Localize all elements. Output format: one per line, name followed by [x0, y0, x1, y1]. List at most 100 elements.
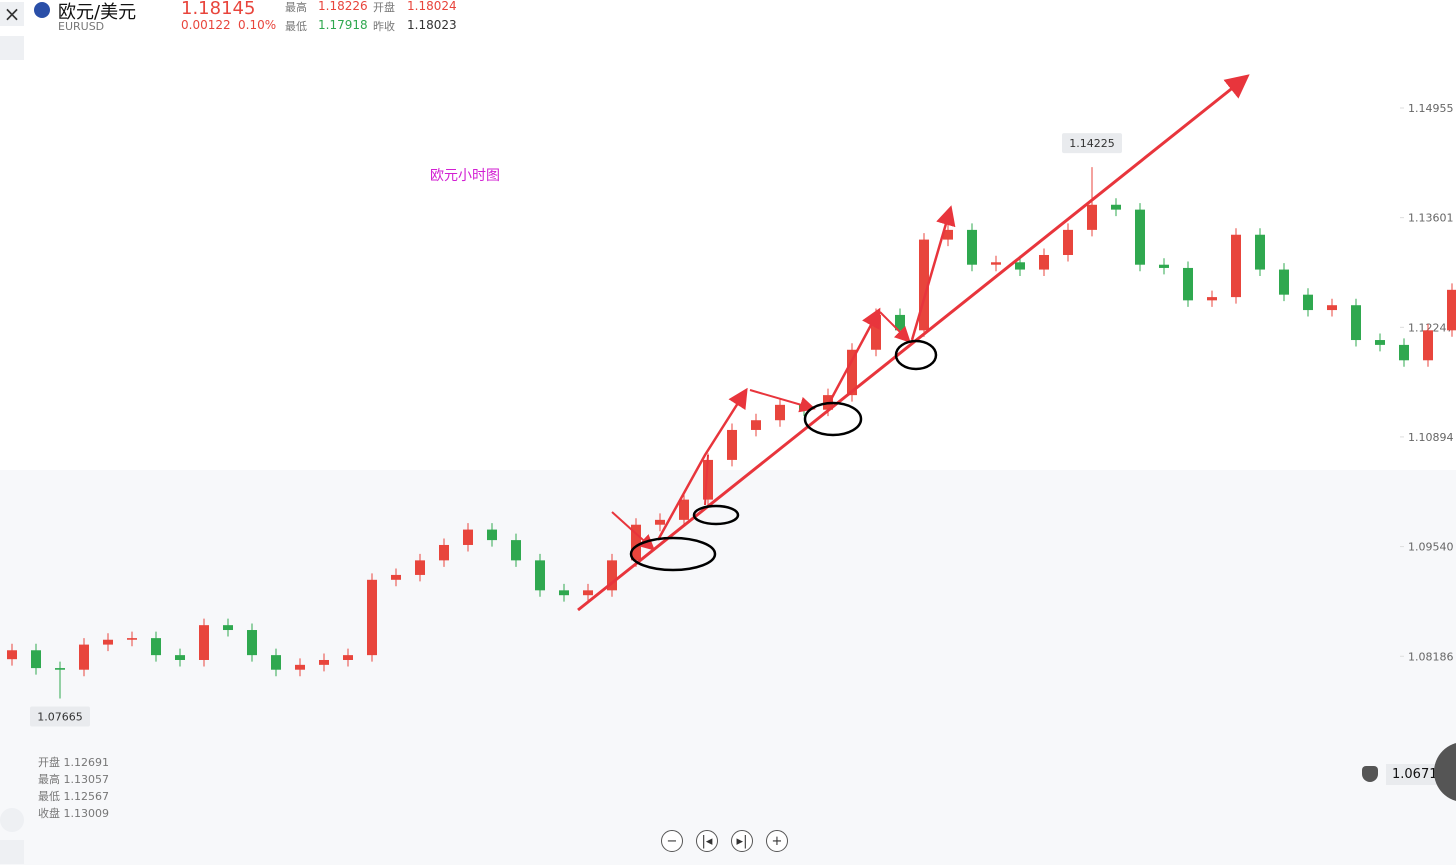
- candle-body: [1447, 289, 1456, 331]
- candle-body: [391, 574, 401, 580]
- scroll-start-button[interactable]: |◂: [696, 830, 718, 852]
- price-change: 0.00122: [181, 18, 231, 32]
- candle-body: [127, 638, 137, 640]
- candle-body: [199, 625, 209, 660]
- highlight-circle: [692, 504, 740, 526]
- candle-body: [1375, 340, 1385, 345]
- candle-body: [1135, 209, 1145, 265]
- indicator-button[interactable]: [0, 808, 24, 832]
- candle-body: [1111, 204, 1121, 210]
- candle-body: [7, 650, 17, 660]
- alert-price[interactable]: 1.0671: [1386, 764, 1444, 785]
- candle-body: [727, 429, 737, 460]
- candle-body: [679, 499, 689, 520]
- candle-body: [343, 655, 353, 660]
- candle-body: [439, 544, 449, 561]
- symbol-code: EURUSD: [58, 20, 105, 33]
- trend-arrow: [704, 454, 709, 506]
- candle-body: [1423, 330, 1433, 361]
- y-tick-label: 1.12247: [1408, 321, 1454, 334]
- close-button[interactable]: ×: [0, 2, 24, 26]
- candle-body: [535, 560, 545, 591]
- stat-value: 1.18226: [318, 0, 368, 13]
- scroll-end-button[interactable]: ▸|: [731, 830, 753, 852]
- candle-body: [295, 664, 305, 670]
- candle-body: [463, 529, 473, 545]
- candle-body: [895, 314, 905, 331]
- candle-body: [1183, 267, 1193, 301]
- trend-arrow: [910, 205, 956, 341]
- zoom-in-button[interactable]: +: [766, 830, 788, 852]
- candle-body: [1159, 264, 1169, 268]
- zoom-out-button[interactable]: −: [661, 830, 683, 852]
- candle-body: [1087, 204, 1097, 230]
- candle-body: [151, 638, 161, 656]
- trend-arrow: [749, 389, 816, 413]
- ohlc-info: 收盘 1.13009: [38, 807, 109, 820]
- y-tick-label: 1.14955: [1408, 102, 1454, 115]
- candle-body: [511, 540, 521, 561]
- stat-value: 1.17918: [318, 18, 368, 32]
- candle-body: [319, 659, 329, 665]
- candle-body: [655, 519, 665, 525]
- y-tick-label: 1.08186: [1408, 650, 1454, 663]
- candle-body: [775, 404, 785, 421]
- candle-body: [1303, 294, 1313, 311]
- stat-label: 最高: [285, 1, 307, 14]
- floating-button[interactable]: [1434, 742, 1456, 802]
- extreme-label-box: [1062, 133, 1122, 154]
- ohlc-info: 开盘 1.12691: [38, 756, 109, 769]
- candle-body: [919, 239, 929, 331]
- highlight-circle: [894, 339, 938, 371]
- highlight-circle: [629, 536, 717, 572]
- candle-body: [367, 579, 377, 656]
- candle-body: [1399, 344, 1409, 361]
- y-tick-label: 1.09540: [1408, 541, 1454, 554]
- trend-arrow: [577, 74, 1250, 612]
- trend-arrow: [879, 311, 911, 343]
- candle-body: [103, 639, 113, 645]
- y-tick-label: 1.13601: [1408, 212, 1454, 225]
- candle-body: [607, 560, 617, 591]
- tool-button[interactable]: [0, 36, 24, 60]
- bell-icon[interactable]: [1362, 766, 1378, 782]
- candle-body: [631, 524, 641, 561]
- flag-icon: [34, 2, 50, 18]
- candle-body: [1231, 234, 1241, 298]
- highlight-circle: [803, 401, 863, 437]
- extreme-label: 1.14225: [1069, 137, 1115, 150]
- candle-body: [247, 630, 257, 656]
- candle-body: [1063, 229, 1073, 255]
- stat-label: 最低: [285, 20, 307, 33]
- last-price: 1.18145: [181, 0, 256, 19]
- symbol-name[interactable]: 欧元/美元: [58, 2, 137, 23]
- candle-body: [223, 625, 233, 631]
- candle-body: [1351, 305, 1361, 341]
- annotations: [577, 74, 1250, 612]
- draw-button[interactable]: [0, 840, 24, 864]
- candle-body: [1279, 269, 1289, 295]
- candle-body: [415, 560, 425, 575]
- stat-label: 昨收: [373, 20, 395, 33]
- trend-arrow: [826, 307, 881, 406]
- y-tick-label: 1.10894: [1408, 431, 1454, 444]
- chart-annotation: 欧元小时图: [430, 168, 500, 184]
- stat-value: 1.18024: [407, 0, 457, 13]
- stat-value: 1.18023: [407, 18, 457, 32]
- candle-body: [703, 459, 713, 500]
- candle-body: [751, 420, 761, 430]
- ohlc-info: 最低 1.12567: [38, 790, 109, 803]
- ohlc-info: 最高 1.13057: [38, 773, 109, 786]
- candle-body: [31, 650, 41, 669]
- extreme-label: 1.07665: [37, 710, 83, 723]
- candle-body: [1207, 297, 1217, 301]
- price-change-pct: 0.10%: [238, 18, 277, 32]
- candle-body: [991, 262, 1001, 265]
- candle-body: [583, 590, 593, 596]
- chart-background-band: [0, 470, 1456, 865]
- candle-body: [175, 655, 185, 660]
- candle-body: [967, 229, 977, 265]
- candle-body: [1255, 234, 1265, 270]
- candle-body: [271, 655, 281, 670]
